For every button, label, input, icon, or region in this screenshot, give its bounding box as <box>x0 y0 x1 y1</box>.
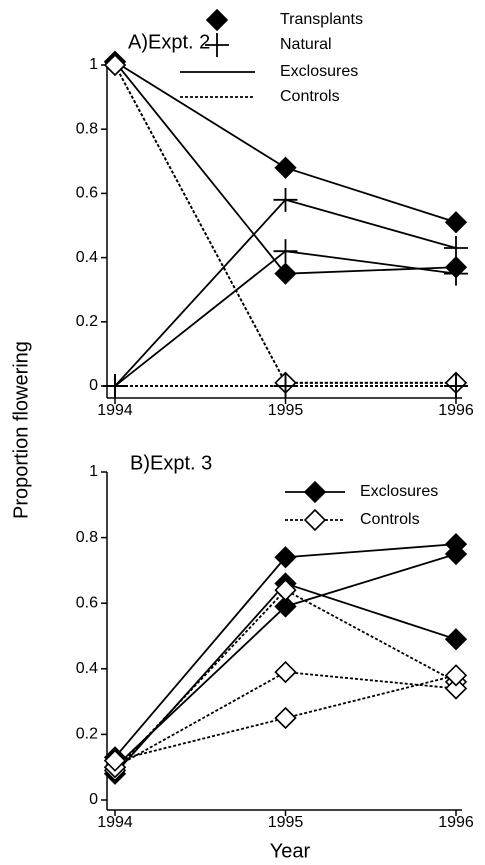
x-axis-label: Year <box>270 840 311 862</box>
series-line <box>114 64 456 384</box>
x-tick-label: 1995 <box>268 814 304 831</box>
plus-marker <box>273 374 298 398</box>
open-diamond-marker <box>444 664 468 687</box>
series-line <box>114 64 456 384</box>
open-diamond-marker <box>274 706 297 730</box>
open-diamond-marker <box>274 660 297 684</box>
legend-marker <box>303 508 327 532</box>
x-tick-label: 1996 <box>438 402 474 419</box>
open-diamond-marker <box>103 749 127 772</box>
filled-diamond-marker <box>274 546 297 569</box>
plus-marker <box>444 261 468 286</box>
filled-diamond-marker <box>274 156 297 179</box>
plus-marker <box>273 187 298 212</box>
filled-diamond-marker <box>444 211 468 234</box>
filled-diamond-marker <box>444 542 468 566</box>
series-line <box>114 198 457 387</box>
y-axis-label: Proportion flowering <box>10 341 32 519</box>
x-tick-label: 1994 <box>97 402 133 419</box>
y-tick-label: 0.4 <box>76 249 98 266</box>
y-tick-label: 0.4 <box>76 660 98 677</box>
legend-label: Transplants <box>280 11 363 28</box>
panel-title: B)Expt. 3 <box>130 452 212 474</box>
open-diamond-marker <box>274 578 297 602</box>
legend-label: Controls <box>360 511 420 528</box>
y-tick-label: 0.2 <box>76 726 98 743</box>
open-diamond-marker <box>103 53 127 77</box>
x-tick-label: 1994 <box>97 814 133 831</box>
legend-marker <box>205 33 229 57</box>
open-diamond-marker <box>444 677 468 700</box>
plus-marker <box>444 235 468 260</box>
y-tick-label: 0 <box>89 791 98 808</box>
y-tick-label: 0.6 <box>76 185 98 202</box>
y-tick-label: 1 <box>89 56 98 73</box>
y-tick-label: 0.6 <box>76 594 98 611</box>
x-tick-label: 1995 <box>268 402 304 419</box>
y-tick-label: 0.8 <box>76 529 98 546</box>
y-tick-label: 0.8 <box>76 120 98 137</box>
legend-label: Exclosures <box>360 483 438 500</box>
legend-label: Natural <box>280 36 332 53</box>
series-line <box>114 588 457 772</box>
filled-diamond-marker <box>274 595 297 618</box>
plus-marker <box>103 374 127 398</box>
panel-title: A)Expt. 2 <box>128 31 210 53</box>
y-tick-label: 0 <box>89 377 98 394</box>
filled-diamond-marker <box>444 628 468 651</box>
legend-label: Controls <box>280 88 340 105</box>
x-tick-label: 1996 <box>438 814 474 831</box>
plus-marker <box>444 374 468 398</box>
legend-marker <box>303 480 327 504</box>
plus-marker <box>273 239 298 264</box>
legend-label: Exclosures <box>280 63 358 80</box>
filled-diamond-marker <box>274 262 297 285</box>
y-tick-label: 1 <box>89 463 98 480</box>
y-tick-label: 0.2 <box>76 313 98 330</box>
legend-marker <box>205 8 229 32</box>
